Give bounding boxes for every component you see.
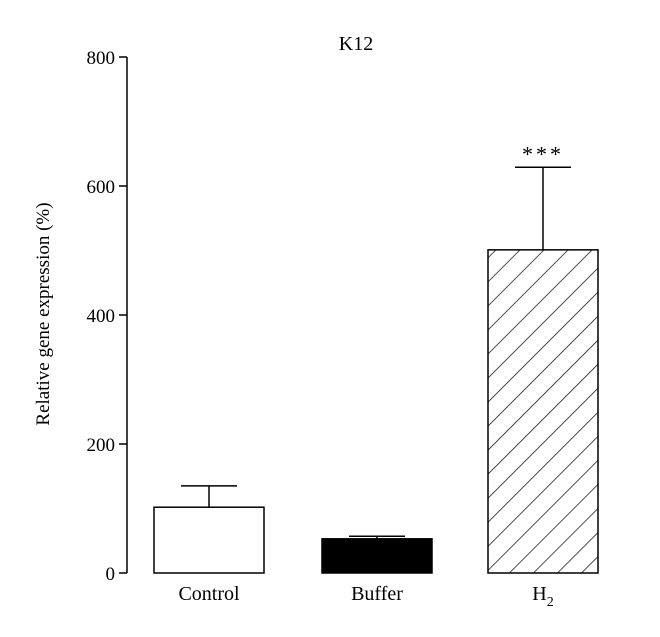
- y-tick-label: 800: [87, 48, 116, 69]
- x-tick-label: Control: [178, 583, 240, 605]
- y-tick-label: 200: [87, 435, 116, 456]
- y-tick-label: 0: [106, 564, 116, 585]
- bar-control: [153, 506, 265, 574]
- y-axis-ticks: 0 200 400 600 800: [87, 48, 127, 585]
- significance-marker: ***: [522, 141, 564, 166]
- y-tick-label: 400: [87, 306, 116, 327]
- bar-buffer: [321, 538, 433, 574]
- bar-h2: [487, 249, 599, 574]
- x-tick-label: H2: [532, 583, 553, 610]
- y-axis-label: Relative gene expression (%): [33, 202, 54, 425]
- y-tick-label: 600: [87, 177, 116, 198]
- bars: ***: [153, 141, 599, 574]
- x-axis-labels: Control Buffer H2: [178, 583, 553, 610]
- x-tick-label: Buffer: [351, 583, 403, 605]
- chart-title: K12: [339, 33, 373, 55]
